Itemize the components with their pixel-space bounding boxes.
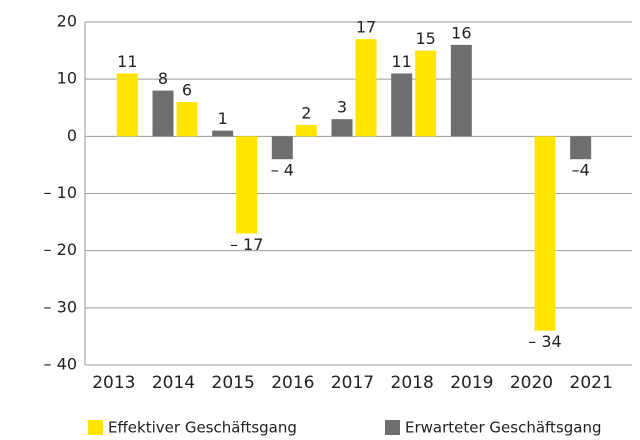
x-tick-label: 2017 bbox=[331, 373, 374, 393]
x-tick-label: 2016 bbox=[271, 373, 314, 393]
value-label: 16 bbox=[451, 23, 471, 42]
value-label: – 4 bbox=[271, 161, 294, 180]
bar bbox=[295, 124, 317, 137]
bar bbox=[355, 39, 377, 137]
value-label: 2 bbox=[301, 103, 311, 122]
value-label: 1 bbox=[218, 109, 228, 128]
legend-label: Effektiver Geschäftsgang bbox=[108, 419, 297, 437]
value-label: – 17 bbox=[230, 235, 263, 254]
bar bbox=[212, 130, 234, 137]
y-tick-label: – 20 bbox=[44, 240, 77, 259]
bar bbox=[450, 44, 472, 137]
value-label: – 34 bbox=[528, 332, 561, 351]
value-label: 3 bbox=[337, 98, 347, 117]
bar bbox=[534, 136, 556, 331]
x-tick-label: 2021 bbox=[570, 373, 613, 393]
x-tick-label: 2020 bbox=[510, 373, 553, 393]
value-label: 8 bbox=[158, 69, 168, 88]
value-label: 15 bbox=[415, 29, 435, 48]
bar bbox=[271, 136, 293, 160]
legend-swatch bbox=[385, 420, 400, 435]
bar bbox=[570, 136, 592, 160]
y-tick-label: 20 bbox=[57, 12, 77, 31]
x-tick-label: 2013 bbox=[92, 373, 135, 393]
y-tick-label: – 30 bbox=[44, 297, 77, 316]
value-label: 11 bbox=[391, 52, 411, 71]
bar bbox=[116, 73, 138, 137]
value-label: 17 bbox=[356, 18, 376, 37]
bar bbox=[176, 102, 198, 137]
value-label: –4 bbox=[572, 161, 590, 180]
x-tick-label: 2015 bbox=[212, 373, 255, 393]
y-tick-label: 0 bbox=[67, 126, 77, 145]
bar bbox=[391, 73, 413, 137]
bar bbox=[415, 50, 437, 137]
y-tick-label: 10 bbox=[57, 69, 77, 88]
x-tick-label: 2014 bbox=[152, 373, 195, 393]
bar bbox=[236, 136, 258, 234]
value-label: 11 bbox=[117, 52, 137, 71]
legend-label: Erwarteter Geschäftsgang bbox=[405, 419, 602, 437]
legend-swatch bbox=[88, 420, 103, 435]
bar bbox=[152, 90, 174, 137]
bar bbox=[331, 119, 353, 137]
x-tick-label: 2018 bbox=[391, 373, 434, 393]
x-tick-label: 2019 bbox=[450, 373, 493, 393]
y-tick-label: – 10 bbox=[44, 183, 77, 202]
value-label: 6 bbox=[182, 81, 192, 100]
y-tick-label: – 40 bbox=[44, 355, 77, 374]
